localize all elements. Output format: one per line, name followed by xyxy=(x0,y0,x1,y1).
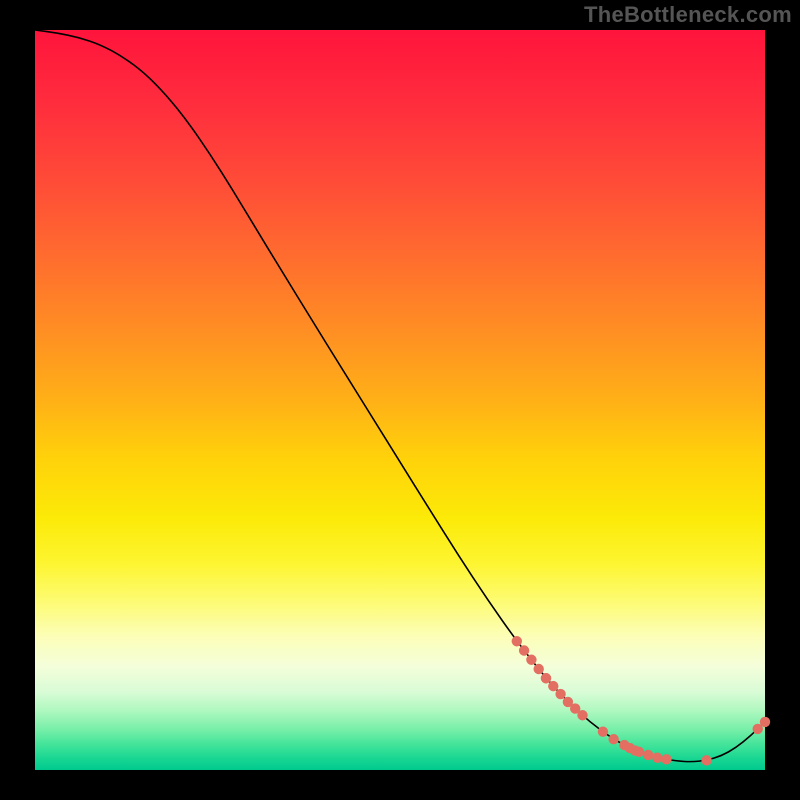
data-marker xyxy=(625,743,635,753)
data-marker xyxy=(519,645,529,655)
chart-svg xyxy=(0,0,800,800)
data-marker xyxy=(526,655,536,665)
data-marker xyxy=(548,681,558,691)
data-marker xyxy=(661,754,671,764)
watermark-text: TheBottleneck.com xyxy=(584,2,792,28)
data-marker xyxy=(512,636,522,646)
data-marker xyxy=(760,717,770,727)
data-marker xyxy=(608,734,618,744)
data-marker xyxy=(577,710,587,720)
data-marker xyxy=(652,753,662,763)
data-marker xyxy=(555,689,565,699)
chart-container: TheBottleneck.com xyxy=(0,0,800,800)
plot-background xyxy=(35,30,765,770)
data-marker xyxy=(541,673,551,683)
data-marker xyxy=(643,750,653,760)
data-marker xyxy=(534,664,544,674)
data-marker xyxy=(701,755,711,765)
data-marker xyxy=(634,747,644,757)
data-marker xyxy=(598,726,608,736)
